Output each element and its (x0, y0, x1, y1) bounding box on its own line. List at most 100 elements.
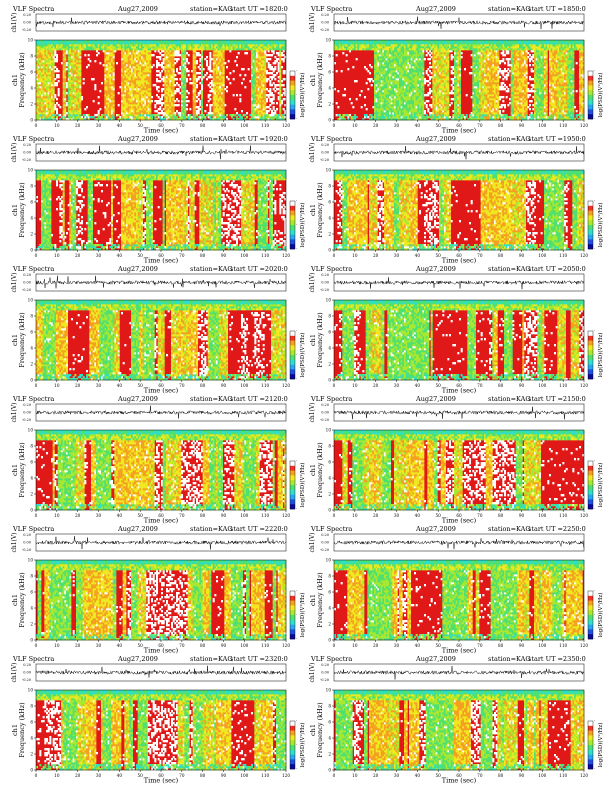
x-tick-label: 110 (559, 123, 567, 128)
waveform-axis-label: ch1(V) (309, 402, 316, 422)
chart-title: VLF Spectra (12, 5, 54, 13)
y-tick-label: 4 (30, 86, 33, 91)
y-axis-label: Frequency (kHz) (316, 312, 324, 368)
waveform-axis-label: ch1(V) (309, 12, 316, 32)
colorbar-tick-label: - (296, 199, 298, 203)
x-tick-label: 80 (498, 773, 504, 778)
colorbar-tick-label: - (594, 353, 596, 357)
colorbar-label: log(PSD)(V²/Hz) (597, 593, 604, 638)
y-tick-label: 10 (326, 558, 332, 563)
waveform-tick: -0.20 (22, 28, 31, 32)
colorbar-tick-label: - (296, 93, 298, 97)
station-label: station=KAG (488, 525, 531, 533)
colorbar-tick-label: - (594, 247, 596, 251)
x-tick-label: 40 (117, 383, 123, 388)
x-tick-label: 70 (179, 253, 185, 258)
colorbar (289, 460, 296, 510)
x-tick-label: 30 (96, 773, 102, 778)
colorbar-label: log(PSD)(V²/Hz) (299, 203, 306, 248)
start-time-label: start UT =1820:0 (230, 5, 288, 13)
x-tick-label: 100 (240, 773, 248, 778)
y-tick-label: 0 (328, 118, 331, 123)
colorbar-tick-label: - (296, 637, 298, 641)
y-tick-label: 10 (326, 38, 332, 43)
colorbar (587, 590, 594, 640)
x-tick-label: 70 (179, 383, 185, 388)
x-tick-label: 60 (158, 383, 164, 388)
x-tick-label: 30 (96, 643, 102, 648)
x-tick-label: 20 (75, 383, 81, 388)
x-tick-label: 100 (240, 383, 248, 388)
chart-date: Aug27,2009 (415, 135, 456, 143)
waveform-axis-label: ch1(V) (11, 662, 18, 682)
station-label: station=KAG (488, 5, 531, 13)
x-tick-label: 100 (240, 643, 248, 648)
waveform-frame (35, 663, 287, 682)
x-tick-label: 90 (519, 253, 525, 258)
x-tick-label: 40 (117, 513, 123, 518)
y-axis-label: Frequency (kHz) (316, 182, 324, 238)
y-axis-label: Frequency (kHz) (316, 442, 324, 498)
colorbar-tick-label: - (296, 767, 298, 771)
y-tick-label: 6 (328, 460, 331, 465)
colorbar-tick-label: - (296, 507, 298, 511)
y-axis-label-channel: ch1 (309, 74, 317, 86)
x-tick-label: 80 (200, 643, 206, 648)
chart-date: Aug27,2009 (117, 265, 158, 273)
colorbar-tick-label: - (296, 743, 298, 747)
y-axis-label-channel: ch1 (309, 464, 317, 476)
y-tick-label: 2 (328, 102, 331, 107)
y-axis-label-channel: ch1 (11, 74, 19, 86)
x-tick-label: 30 (96, 383, 102, 388)
y-tick-label: 0 (328, 768, 331, 773)
waveform-tick: 0.20 (321, 403, 329, 407)
x-tick-label: 50 (137, 773, 143, 778)
x-tick-label: 110 (261, 383, 269, 388)
colorbar-label: log(PSD)(V²/Hz) (597, 333, 604, 378)
colorbar (587, 70, 594, 120)
y-axis-label: Frequency (kHz) (316, 702, 324, 758)
x-tick-label: 80 (498, 383, 504, 388)
y-axis-label-channel: ch1 (309, 594, 317, 606)
waveform-trace (35, 275, 287, 289)
y-tick-label: 4 (30, 736, 33, 741)
x-tick-label: 60 (158, 253, 164, 258)
y-axis-label: Frequency (kHz) (18, 702, 26, 758)
x-tick-label: 110 (261, 123, 269, 128)
x-tick-label: 50 (137, 643, 143, 648)
x-tick-label: 120 (580, 513, 588, 518)
x-tick-label: 90 (519, 773, 525, 778)
x-tick-label: 60 (158, 513, 164, 518)
colorbar-label: log(PSD)(V²/Hz) (299, 73, 306, 118)
x-tick-label: 110 (559, 513, 567, 518)
colorbar (289, 70, 296, 120)
x-axis-label: Time (sec) (144, 517, 179, 525)
start-time-label: start UT =2320:0 (230, 655, 288, 663)
chart-date: Aug27,2009 (117, 5, 158, 13)
y-tick-label: 0 (30, 508, 33, 513)
x-tick-label: 20 (373, 253, 379, 258)
x-tick-label: 60 (456, 513, 462, 518)
y-axis-label-channel: ch1 (309, 204, 317, 216)
y-tick-label: 6 (30, 460, 33, 465)
spectrogram-heatmap (334, 690, 585, 771)
y-tick-label: 4 (328, 86, 331, 91)
waveform-tick: 0.00 (23, 411, 31, 415)
x-tick-label: 40 (117, 253, 123, 258)
waveform-trace (35, 405, 287, 419)
waveform-trace (333, 406, 585, 420)
colorbar-tick-label: - (594, 459, 596, 463)
x-tick-label: 100 (538, 513, 546, 518)
x-tick-label: 120 (282, 513, 290, 518)
waveform-tick: 0.20 (23, 663, 31, 667)
x-tick-label: 100 (240, 253, 248, 258)
y-tick-label: 8 (30, 54, 33, 59)
chart-title: VLF Spectra (12, 265, 54, 273)
x-tick-label: 120 (282, 253, 290, 258)
x-tick-label: 10 (54, 773, 60, 778)
colorbar-tick-label: - (296, 589, 298, 593)
x-axis-label: Time (sec) (442, 647, 477, 655)
colorbar-tick-label: - (594, 93, 596, 97)
